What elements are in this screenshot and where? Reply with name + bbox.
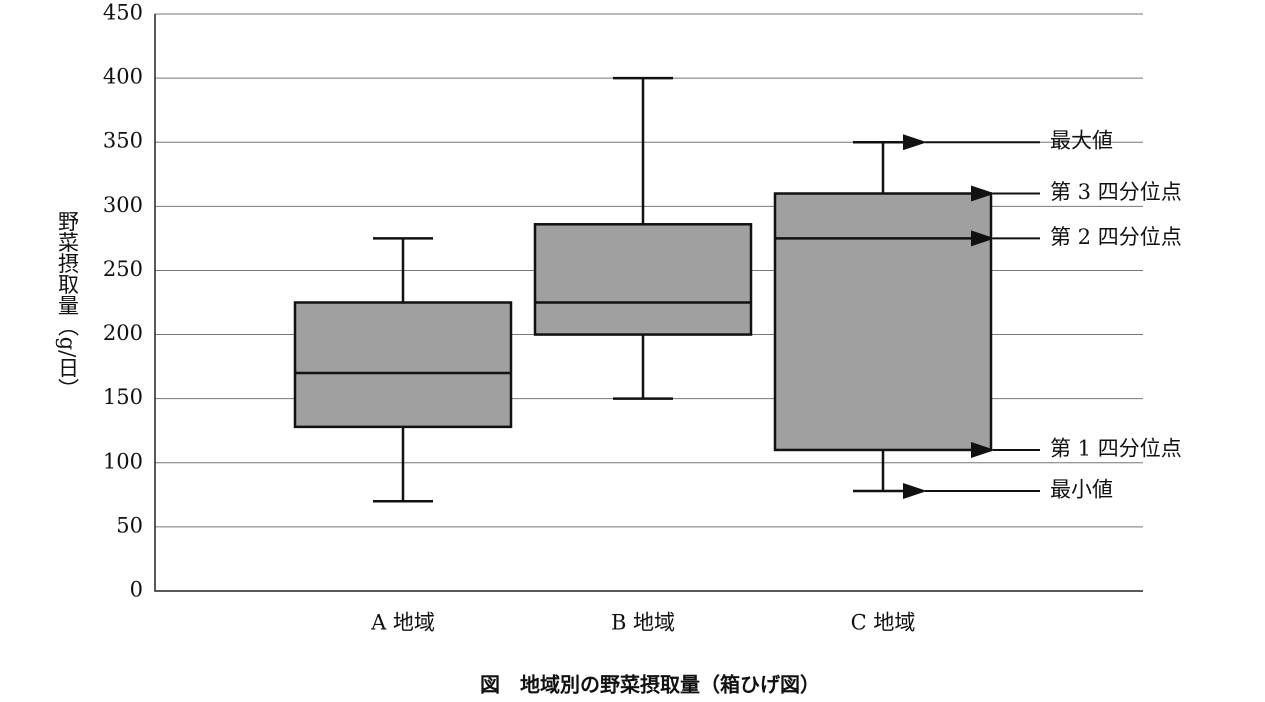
annotation-label: 最小値 <box>1050 477 1113 501</box>
annotation-label: 第 3 四分位点 <box>1050 180 1182 204</box>
box <box>533 223 753 336</box>
x-tick-label: C 地域 <box>851 611 916 635</box>
y-axis-label: 野菜摂取量（g/日） <box>56 211 80 400</box>
box <box>773 192 993 452</box>
annotation-label: 最大値 <box>1050 129 1113 153</box>
x-tick-label: B 地域 <box>611 611 675 635</box>
chart-title: 図 地域別の野菜摂取量（箱ひげ図） <box>480 673 820 697</box>
x-tick-label: A 地域 <box>370 611 435 635</box>
y-tick-label: 150 <box>103 385 143 409</box>
y-tick-label: 50 <box>116 513 143 537</box>
y-tick-label: 450 <box>103 1 143 25</box>
y-tick-label: 350 <box>103 129 143 153</box>
y-tick-label: 0 <box>130 578 143 602</box>
y-tick-label: 400 <box>103 65 143 89</box>
annotation-label: 第 2 四分位点 <box>1050 225 1182 249</box>
y-tick-label: 100 <box>103 449 143 473</box>
axis <box>154 14 1143 592</box>
y-tick-label: 250 <box>103 257 143 281</box>
box <box>293 301 513 429</box>
y-tick-label: 300 <box>103 193 143 217</box>
y-tick-label: 200 <box>103 321 143 345</box>
annotation-label: 第 1 四分位点 <box>1050 436 1182 460</box>
